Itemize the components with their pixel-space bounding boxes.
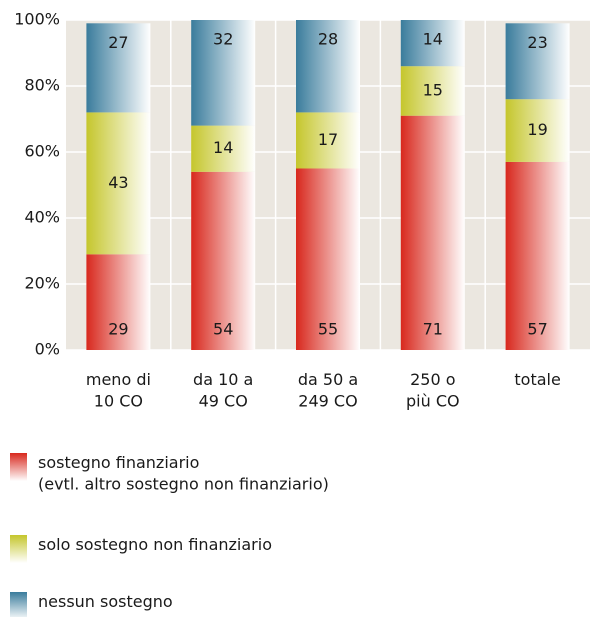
x-tick-label: 250 o più CO [406,370,460,411]
data-label: 27 [108,33,128,52]
bar-segment [86,112,151,255]
legend-swatch [10,535,27,563]
legend-swatch [10,453,27,481]
y-tick-label: 80% [24,76,60,95]
legend-label: solo sostegno non finanziario [38,535,272,554]
bar-segment [296,112,360,169]
data-label: 55 [318,320,338,339]
data-label: 32 [213,30,233,49]
bar-segment [400,115,465,350]
y-tick-label: 60% [24,142,60,161]
bar-segment [191,20,256,126]
data-label: 71 [423,320,443,339]
bar-segment [296,20,360,113]
data-label: 28 [318,30,338,49]
y-tick-label: 40% [24,208,60,227]
bar-segment [86,23,151,113]
data-label: 43 [108,173,128,192]
bar-segment [400,66,465,116]
bar-segment [505,23,570,100]
data-label: 19 [527,120,547,139]
legend-label: nessun sostegno [38,592,173,611]
x-tick-label: da 50 a 249 CO [298,370,358,411]
bar-segment [86,254,151,350]
data-label: 23 [527,33,547,52]
data-label: 14 [213,138,233,157]
legend-label: sostegno finanziario (evtl. altro sostegn… [38,453,329,494]
data-label: 54 [213,320,233,339]
data-label: 15 [423,80,443,99]
data-label: 29 [108,320,128,339]
y-tick-label: 20% [24,274,60,293]
x-tick-label: da 10 a 49 CO [193,370,253,411]
legend-swatch [10,592,27,617]
data-label: 57 [527,320,547,339]
data-label: 17 [318,130,338,149]
bar-segment [400,20,465,67]
bar-segment [191,125,256,172]
x-tick-label: totale [514,370,560,389]
y-tick-label: 0% [35,340,60,359]
bar-segment [505,161,570,350]
x-tick-label: meno di 10 CO [86,370,151,411]
bar-segment [191,171,256,350]
data-label: 14 [423,30,443,49]
bar-segment [505,99,570,162]
y-tick-label: 100% [14,10,60,29]
bar-segment [296,168,360,350]
